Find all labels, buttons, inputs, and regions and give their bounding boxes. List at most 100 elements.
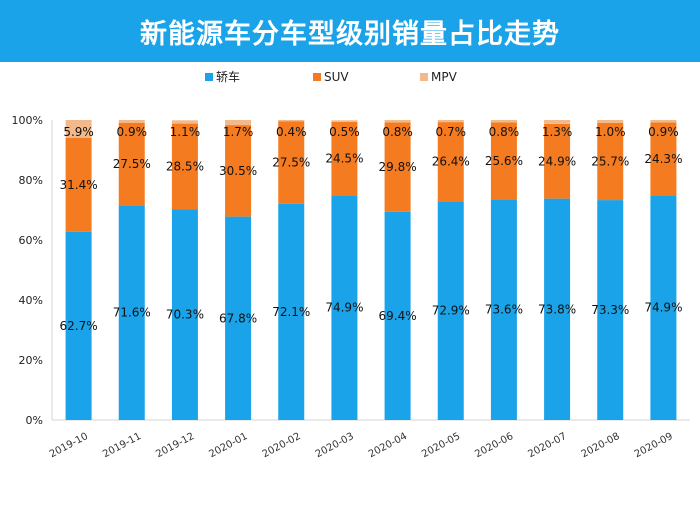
data-label-3-2020-04: 0.8% — [382, 125, 413, 139]
data-label-2-2019-11: 27.5% — [113, 157, 151, 171]
bar-2-2019-10 — [65, 137, 92, 232]
bar-3-2020-07 — [544, 120, 571, 124]
data-label-1-2020-05: 72.9% — [432, 304, 470, 318]
bar-2-2020-01 — [225, 125, 252, 217]
x-tick-label-2019-10: 2019-10 — [48, 431, 90, 460]
bar-1-2020-08 — [597, 200, 624, 420]
data-label-2-2019-12: 28.5% — [166, 159, 204, 173]
data-label-1-2020-02: 72.1% — [272, 305, 310, 319]
y-tick-label-5: 80% — [19, 174, 43, 187]
bar-1-2020-01 — [225, 216, 252, 420]
data-label-3-2019-10: 5.9% — [63, 125, 94, 139]
bar-3-2020-04 — [384, 120, 411, 123]
data-label-3-2020-07: 1.3% — [542, 125, 573, 139]
y-tick-label-3: 40% — [19, 294, 43, 307]
data-label-1-2020-01: 67.8% — [219, 311, 257, 325]
data-label-1-2019-11: 71.6% — [113, 306, 151, 320]
bar-1-2020-06 — [490, 199, 517, 420]
data-label-1-2020-04: 69.4% — [379, 309, 417, 323]
data-label-3-2020-06: 0.8% — [489, 125, 520, 139]
bar-2-2020-05 — [437, 122, 464, 202]
bar-2-2019-12 — [171, 123, 198, 210]
bar-3-2020-02 — [278, 120, 305, 122]
bar-2-2020-09 — [650, 122, 677, 196]
data-label-2-2020-03: 24.5% — [325, 152, 363, 166]
bar-1-2020-03 — [331, 195, 358, 420]
data-label-2-2020-05: 26.4% — [432, 155, 470, 169]
x-tick-label-2020-02: 2020-02 — [261, 431, 303, 460]
bar-3-2020-09 — [650, 120, 677, 123]
bar-3-2020-08 — [597, 120, 624, 123]
data-label-2-2020-07: 24.9% — [538, 154, 576, 168]
data-label-1-2020-09: 74.9% — [644, 301, 682, 315]
data-label-1-2020-08: 73.3% — [591, 303, 629, 317]
data-label-2-2020-09: 24.3% — [644, 152, 682, 166]
y-tick-label-6: 100% — [12, 114, 43, 127]
data-label-3-2019-12: 1.1% — [170, 125, 201, 139]
data-label-2-2020-08: 25.7% — [591, 155, 629, 169]
bar-2-2020-04 — [384, 122, 411, 212]
data-label-3-2020-09: 0.9% — [648, 125, 679, 139]
x-tick-label-2020-05: 2020-05 — [420, 431, 462, 460]
data-label-3-2020-01: 1.7% — [223, 125, 254, 139]
x-tick-label-2020-04: 2020-04 — [367, 431, 409, 460]
data-label-3-2019-11: 0.9% — [117, 125, 148, 139]
data-label-1-2019-10: 62.7% — [60, 319, 98, 333]
legend-swatch-3 — [420, 73, 428, 81]
data-label-3-2020-03: 0.5% — [329, 125, 360, 139]
data-label-2-2020-06: 25.6% — [485, 154, 523, 168]
x-tick-label-2019-12: 2019-12 — [154, 431, 196, 460]
legend-label-2: SUV — [324, 70, 349, 84]
data-label-1-2020-03: 74.9% — [325, 301, 363, 315]
x-tick-label-2020-01: 2020-01 — [207, 431, 249, 460]
bar-1-2020-05 — [437, 201, 464, 420]
bar-1-2020-09 — [650, 195, 677, 420]
bar-2-2020-03 — [331, 121, 358, 196]
legend-label-3: MPV — [431, 70, 458, 84]
data-label-3-2020-05: 0.7% — [436, 125, 467, 139]
bar-1-2019-12 — [171, 209, 198, 420]
x-tick-label-2019-11: 2019-11 — [101, 431, 143, 460]
data-label-1-2020-06: 73.6% — [485, 303, 523, 317]
chart-area: 轿车 SUV MPV 0% 20% 40% 60% 80% 100% 62.7% 31.4% 5.9%… — [0, 62, 700, 525]
data-label-1-2020-07: 73.8% — [538, 302, 576, 316]
data-label-2-2020-04: 29.8% — [379, 160, 417, 174]
x-tick-label-2020-03: 2020-03 — [314, 431, 356, 460]
x-tick-label-2020-06: 2020-06 — [473, 431, 515, 460]
x-tick-label-2020-08: 2020-08 — [580, 431, 622, 460]
chart-title: 新能源车分车型级别销量占比走势 — [140, 18, 560, 50]
bar-2-2020-08 — [597, 123, 624, 201]
bar-2-2020-02 — [278, 121, 305, 204]
bar-1-2020-07 — [544, 198, 571, 420]
bar-1-2019-11 — [118, 205, 145, 420]
legend-label-1: 轿车 — [216, 69, 240, 84]
stacked-bar-chart: 轿车 SUV MPV 0% 20% 40% 60% 80% 100% 62.7% 31.4% 5.9%… — [12, 69, 690, 460]
bar-1-2019-10 — [65, 231, 92, 420]
title-bar: 新能源车分车型级别销量占比走势 — [0, 0, 700, 62]
data-label-2-2020-01: 30.5% — [219, 164, 257, 178]
bar-1-2020-04 — [384, 211, 411, 420]
data-label-3-2020-02: 0.4% — [276, 125, 307, 139]
data-label-1-2019-12: 70.3% — [166, 308, 204, 322]
bar-3-2020-03 — [331, 120, 358, 122]
y-tick-label-2: 20% — [19, 354, 43, 367]
y-tick-label-4: 60% — [19, 234, 43, 247]
data-label-2-2019-10: 31.4% — [60, 178, 98, 192]
bar-3-2019-12 — [171, 120, 198, 124]
x-tick-label-2020-09: 2020-09 — [633, 431, 675, 460]
bar-2-2019-11 — [118, 122, 145, 206]
legend-swatch-1 — [205, 73, 213, 81]
bar-3-2020-01 — [225, 120, 252, 126]
data-label-2-2020-02: 27.5% — [272, 155, 310, 169]
legend-swatch-2 — [313, 73, 321, 81]
bar-3-2019-11 — [118, 120, 145, 123]
bar-3-2020-05 — [437, 120, 464, 123]
x-tick-label-2020-07: 2020-07 — [526, 431, 568, 460]
data-label-3-2020-08: 1.0% — [595, 125, 626, 139]
bar-2-2020-06 — [490, 122, 517, 200]
bar-3-2019-10 — [65, 120, 92, 138]
bar-2-2020-07 — [544, 123, 571, 199]
bar-3-2020-06 — [490, 120, 517, 123]
y-tick-label-1: 0% — [26, 414, 43, 427]
bar-1-2020-02 — [278, 203, 305, 420]
